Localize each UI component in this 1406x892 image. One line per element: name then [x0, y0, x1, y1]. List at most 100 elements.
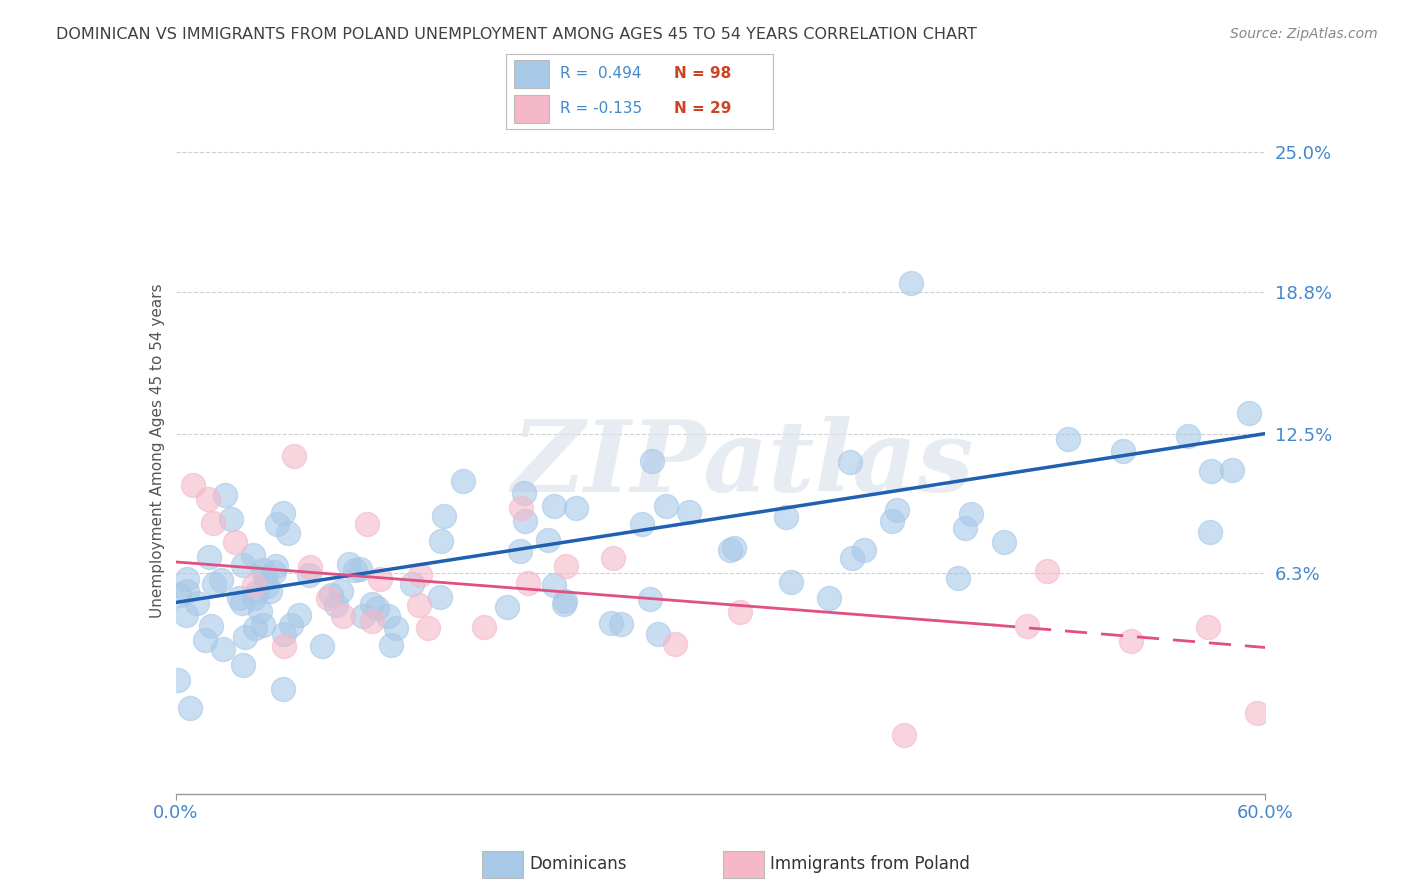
Point — [209, 573, 232, 587]
Point — [852, 543, 875, 558]
Point — [408, 598, 430, 612]
Point — [429, 591, 451, 605]
Point — [181, 477, 204, 491]
Point — [273, 639, 295, 653]
Point — [818, 591, 841, 605]
Point — [953, 520, 976, 534]
Point — [472, 620, 495, 634]
Point — [349, 562, 371, 576]
Point — [224, 535, 246, 549]
FancyBboxPatch shape — [482, 851, 523, 878]
Point — [882, 514, 904, 528]
Point — [256, 579, 278, 593]
Point — [179, 701, 201, 715]
FancyBboxPatch shape — [515, 95, 548, 123]
Point — [235, 630, 257, 644]
Point — [243, 578, 266, 592]
Point — [416, 621, 439, 635]
Point — [509, 543, 531, 558]
Point — [166, 673, 188, 687]
Point — [409, 568, 432, 582]
Point — [329, 583, 352, 598]
Point — [841, 550, 863, 565]
Point — [232, 658, 254, 673]
Point — [361, 597, 384, 611]
Point — [311, 640, 333, 654]
Point — [194, 633, 217, 648]
Point — [298, 568, 321, 582]
Point — [610, 617, 633, 632]
Point — [298, 560, 321, 574]
Text: R =  0.494: R = 0.494 — [560, 66, 641, 81]
Point — [283, 449, 305, 463]
Point — [946, 571, 969, 585]
Point — [775, 510, 797, 524]
Point — [513, 514, 536, 528]
Point — [231, 596, 253, 610]
Point — [516, 575, 538, 590]
Point — [543, 578, 565, 592]
Point — [377, 608, 399, 623]
Point — [1199, 524, 1222, 539]
Point — [252, 617, 274, 632]
Point — [219, 512, 242, 526]
Text: N = 29: N = 29 — [675, 101, 733, 116]
Text: DOMINICAN VS IMMIGRANTS FROM POLAND UNEMPLOYMENT AMONG AGES 45 TO 54 YEARS CORRE: DOMINICAN VS IMMIGRANTS FROM POLAND UNEM… — [56, 27, 977, 42]
Point — [564, 501, 586, 516]
Point — [495, 600, 517, 615]
Point — [1220, 463, 1243, 477]
Point — [537, 533, 560, 548]
Point — [198, 549, 221, 564]
Text: ZIPatlas: ZIPatlas — [512, 416, 973, 512]
Point — [1015, 618, 1038, 632]
Point — [886, 503, 908, 517]
FancyBboxPatch shape — [515, 60, 548, 87]
Point — [433, 508, 456, 523]
Point — [1119, 634, 1142, 648]
Point — [1057, 432, 1080, 446]
Point — [1035, 564, 1057, 578]
Point — [232, 558, 254, 573]
Point — [277, 526, 299, 541]
Point — [271, 682, 294, 697]
Point — [602, 550, 624, 565]
Point — [451, 474, 474, 488]
Point — [1197, 619, 1219, 633]
Point — [361, 614, 384, 628]
Point — [384, 621, 406, 635]
Point — [252, 563, 274, 577]
Text: N = 98: N = 98 — [675, 66, 731, 81]
Point — [655, 499, 678, 513]
Point — [728, 605, 751, 619]
Point — [401, 576, 423, 591]
Point — [273, 626, 295, 640]
Point — [169, 588, 191, 602]
Text: Immigrants from Poland: Immigrants from Poland — [770, 855, 970, 873]
Point — [993, 535, 1015, 549]
Point — [554, 594, 576, 608]
Text: R = -0.135: R = -0.135 — [560, 101, 641, 116]
Point — [893, 728, 915, 742]
Point — [1177, 429, 1199, 443]
Point — [344, 563, 367, 577]
Point — [723, 541, 745, 555]
Point — [325, 598, 347, 612]
Text: Dominicans: Dominicans — [530, 855, 627, 873]
Point — [647, 627, 669, 641]
Point — [273, 506, 295, 520]
Point — [1246, 706, 1268, 721]
Point — [321, 588, 343, 602]
Point — [211, 642, 233, 657]
Point — [197, 491, 219, 506]
Point — [638, 592, 661, 607]
Point — [245, 621, 267, 635]
Y-axis label: Unemployment Among Ages 45 to 54 years: Unemployment Among Ages 45 to 54 years — [149, 283, 165, 618]
Point — [280, 618, 302, 632]
Point — [337, 558, 360, 572]
Point — [959, 508, 981, 522]
Point — [513, 486, 536, 500]
Point — [259, 584, 281, 599]
Point — [1111, 444, 1133, 458]
Point — [543, 499, 565, 513]
Point — [356, 517, 378, 532]
